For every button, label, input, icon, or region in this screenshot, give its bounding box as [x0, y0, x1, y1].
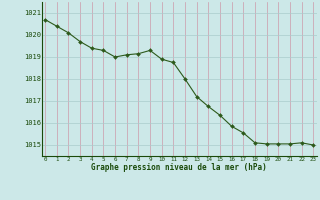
X-axis label: Graphe pression niveau de la mer (hPa): Graphe pression niveau de la mer (hPa) — [91, 163, 267, 172]
